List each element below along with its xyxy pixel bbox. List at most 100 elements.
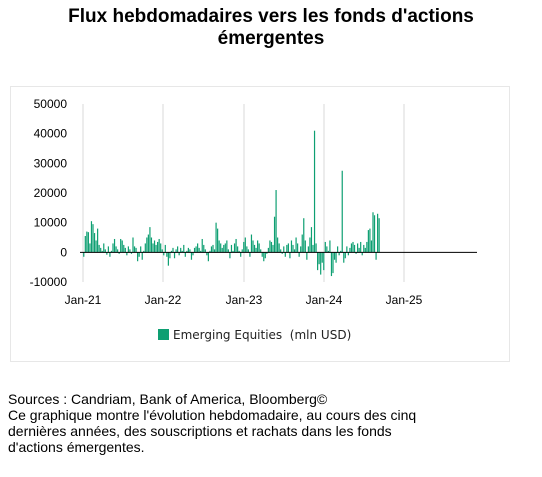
y-tick-label: 0 — [60, 245, 67, 259]
y-tick-label: -10000 — [30, 275, 68, 289]
chart-footer: Sources : Candriam, Bank of America, Blo… — [8, 391, 528, 455]
bar — [281, 252, 283, 254]
bar — [347, 252, 349, 256]
bar — [90, 221, 93, 253]
bar — [261, 252, 263, 257]
bar — [326, 246, 328, 253]
bar — [104, 249, 106, 253]
bar — [220, 243, 222, 253]
bar — [249, 252, 251, 257]
bar — [150, 237, 153, 253]
bar — [270, 241, 273, 253]
bar — [320, 252, 322, 275]
bar — [118, 252, 120, 254]
bar — [235, 238, 237, 253]
y-tick-label: 40000 — [34, 127, 68, 141]
bar — [289, 252, 291, 259]
bar — [263, 252, 265, 262]
bar — [161, 249, 163, 253]
bar — [244, 237, 246, 253]
bar — [260, 249, 262, 253]
bar — [83, 252, 85, 257]
bar — [183, 244, 185, 253]
bar — [360, 241, 362, 253]
bar — [127, 246, 129, 253]
bar — [109, 252, 111, 257]
bar — [172, 247, 174, 253]
x-tick-label: Jan-24 — [306, 293, 343, 307]
bar — [101, 250, 103, 253]
bar — [190, 252, 193, 260]
bar — [324, 241, 326, 253]
bar — [333, 252, 336, 260]
y-tick-label: 20000 — [34, 186, 68, 200]
bar — [337, 246, 339, 253]
chart-area — [10, 86, 510, 362]
bar — [250, 234, 253, 253]
legend-label: Emerging Equities (mln USD) — [173, 328, 351, 342]
bar — [246, 246, 248, 253]
bar — [290, 240, 293, 253]
bar — [363, 244, 365, 253]
bar — [377, 213, 379, 253]
bar — [106, 252, 108, 255]
bar — [184, 252, 186, 257]
x-tick-label: Jan-25 — [386, 293, 423, 307]
bar — [229, 252, 231, 259]
x-tick-label: Jan-23 — [226, 293, 263, 307]
bar — [218, 240, 220, 253]
bar — [160, 243, 162, 253]
x-tick-label: Jan-21 — [65, 293, 102, 307]
bar — [378, 218, 380, 253]
bar — [264, 252, 266, 259]
bar — [298, 252, 300, 257]
bar — [103, 243, 105, 253]
bar — [295, 237, 297, 253]
bar — [226, 240, 228, 253]
bar — [180, 247, 182, 253]
bar — [113, 238, 116, 253]
bar — [341, 170, 343, 253]
bar — [120, 238, 122, 253]
bar — [230, 244, 233, 253]
bar — [224, 243, 226, 253]
bar — [204, 249, 206, 253]
sources-note: Sources : Candriam, Bank of America, Blo… — [8, 391, 328, 407]
bar — [201, 238, 203, 253]
bar — [115, 246, 117, 253]
bar — [269, 240, 271, 253]
bar — [232, 250, 234, 253]
bar — [278, 243, 280, 253]
description-line-3: d'actions émergentes. — [8, 439, 145, 455]
bar — [312, 244, 314, 253]
bar — [223, 244, 225, 253]
bar — [206, 252, 208, 256]
bar — [147, 234, 149, 253]
bar — [178, 252, 180, 256]
bar — [213, 249, 216, 253]
bar — [227, 249, 229, 253]
bar — [357, 243, 359, 253]
bar — [373, 215, 376, 253]
bar — [89, 243, 91, 253]
bar — [238, 250, 240, 253]
bar — [307, 246, 309, 253]
bar — [267, 247, 269, 253]
bar — [92, 224, 94, 253]
bar — [330, 252, 333, 277]
bar — [173, 252, 176, 259]
bar — [175, 249, 177, 253]
bar — [95, 240, 97, 253]
bar — [370, 240, 373, 253]
bar — [138, 252, 140, 257]
bar — [343, 252, 345, 263]
bar — [315, 243, 317, 253]
bar — [332, 252, 334, 274]
bar — [126, 252, 128, 256]
bar — [240, 252, 242, 257]
bar — [297, 243, 299, 253]
bar — [344, 252, 346, 259]
y-tick-label: 50000 — [34, 97, 68, 111]
bar — [286, 244, 288, 253]
bar — [309, 237, 311, 253]
